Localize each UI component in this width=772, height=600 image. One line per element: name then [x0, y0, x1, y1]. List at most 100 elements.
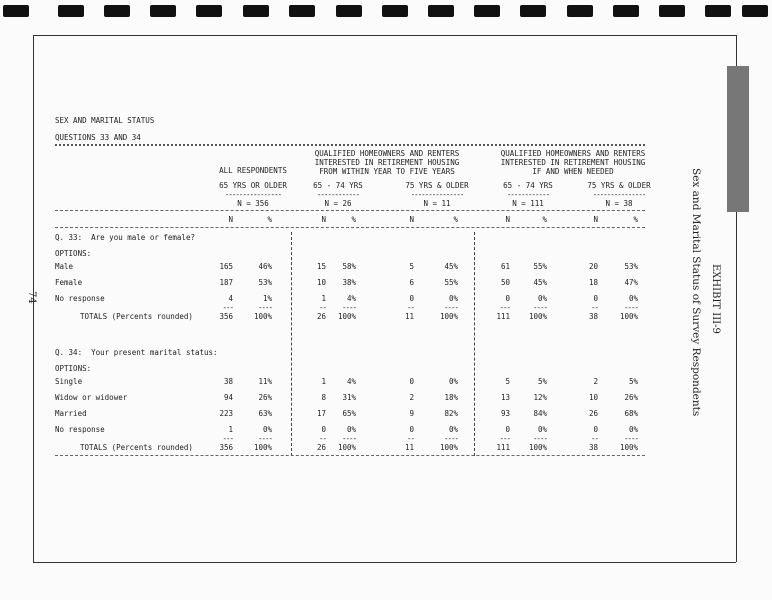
group-header-when-needed: QUALIFIED HOMEOWNERS AND RENTERS INTERES… [500, 149, 646, 176]
cell-value: 2 [593, 377, 598, 386]
n-header: N [409, 215, 414, 224]
total-underline: ---- [443, 434, 459, 443]
total-underline: -- [406, 434, 415, 443]
registration-mark [58, 5, 84, 17]
total-underline: -- [590, 434, 599, 443]
cell-value: 5% [537, 377, 547, 386]
cell-value: 84% [533, 409, 547, 418]
registration-mark [196, 5, 222, 17]
cell-value: 20 [588, 262, 598, 271]
cell-value: 0% [448, 377, 458, 386]
cell-value: 38% [342, 278, 356, 287]
cell-value: 0 [409, 294, 414, 303]
row-label: Widow or widower [55, 393, 128, 402]
column-age-header: 65 - 74 YRS [313, 181, 363, 190]
cell-value: 6 [409, 278, 414, 287]
cell-value: 0% [262, 425, 272, 434]
total-value: 100% [528, 312, 547, 321]
page-frame-top [33, 35, 736, 36]
total-value: 100% [528, 443, 547, 452]
total-underline: --- [222, 303, 234, 312]
registration-mark [104, 5, 130, 17]
total-value: 100% [439, 312, 458, 321]
registration-mark [659, 5, 685, 17]
cell-value: 1 [228, 425, 233, 434]
cell-value: 5 [505, 377, 510, 386]
cell-value: 0 [505, 425, 510, 434]
cell-value: 55% [444, 278, 458, 287]
totals-label: TOTALS (Percents rounded) [80, 312, 193, 321]
row-label: Single [55, 377, 83, 386]
total-underline: ---- [623, 434, 639, 443]
column-underline: ---------------- [224, 190, 282, 199]
table-subtitle: QUESTIONS 33 AND 34 [55, 133, 141, 142]
cell-value: 4% [346, 294, 356, 303]
total-underline: --- [499, 434, 511, 443]
logo-stamp [727, 66, 749, 212]
n-header: N [505, 215, 510, 224]
cell-value: 0% [628, 294, 638, 303]
cell-value: 68% [624, 409, 638, 418]
registration-mark [613, 5, 639, 17]
cell-value: 223 [219, 409, 233, 418]
cell-value: 165 [219, 262, 233, 271]
cell-value: 12% [533, 393, 547, 402]
cell-value: 4% [346, 377, 356, 386]
total-underline: -- [318, 434, 327, 443]
cell-value: 0% [537, 425, 547, 434]
question-text: Q. 34: Your present marital status: [55, 348, 218, 357]
cell-value: 0% [537, 294, 547, 303]
cell-value: 26% [258, 393, 272, 402]
column-sample-size: N = 356 [237, 199, 269, 208]
total-underline: ---- [532, 434, 548, 443]
cell-value: 55% [533, 262, 547, 271]
cell-value: 45% [533, 278, 547, 287]
n-header: N [228, 215, 233, 224]
column-underline: --------------- [410, 190, 465, 199]
cell-value: 65% [342, 409, 356, 418]
cell-value: 0 [321, 425, 326, 434]
column-age-header: 75 YRS & OLDER [587, 181, 651, 190]
row-label: Married [55, 409, 87, 418]
table-title: SEX AND MARITAL STATUS [55, 116, 155, 125]
cell-value: 15 [316, 262, 326, 271]
registration-mark [289, 5, 315, 17]
percent-header: % [542, 215, 547, 224]
cell-value: 31% [342, 393, 356, 402]
group-header-all: ALL RESPONDENTS [219, 166, 287, 175]
cell-value: 0 [409, 377, 414, 386]
cell-value: 1 [321, 294, 326, 303]
percent-header: % [351, 215, 356, 224]
column-age-header: 65 YRS OR OLDER [219, 181, 287, 190]
registration-mark [382, 5, 408, 17]
cell-value: 93 [500, 409, 510, 418]
total-underline: ---- [257, 434, 273, 443]
cell-value: 53% [624, 262, 638, 271]
column-age-header: 75 YRS & OLDER [405, 181, 469, 190]
registration-mark [3, 5, 29, 17]
total-underline: ---- [623, 303, 639, 312]
cell-value: 47% [624, 278, 638, 287]
options-label: OPTIONS: [55, 249, 92, 258]
cell-value: 0% [628, 425, 638, 434]
cell-value: 0% [346, 425, 356, 434]
total-value: 356 [219, 312, 233, 321]
cell-value: 18 [588, 278, 598, 287]
cell-value: 53% [258, 278, 272, 287]
cell-value: 1 [321, 377, 326, 386]
percent-header: % [453, 215, 458, 224]
column-sample-size: N = 26 [324, 199, 352, 208]
column-divider [474, 232, 475, 456]
cell-value: 61 [500, 262, 510, 271]
column-underline: --------------- [592, 190, 647, 199]
column-sample-size: N = 111 [512, 199, 544, 208]
double-rule [55, 144, 645, 146]
total-underline: --- [499, 303, 511, 312]
cell-value: 17 [316, 409, 326, 418]
total-underline: ---- [532, 303, 548, 312]
cell-value: 26% [624, 393, 638, 402]
column-underline: ------------ [506, 190, 550, 199]
total-value: 100% [619, 443, 638, 452]
page-frame-bottom [33, 562, 736, 563]
